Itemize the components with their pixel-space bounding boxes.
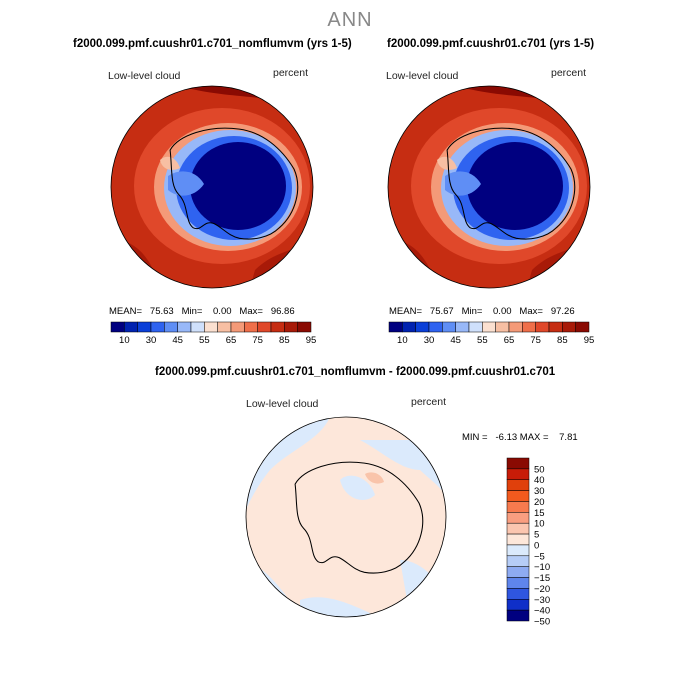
diff-colorbar-tick-label: 15 <box>534 508 545 519</box>
panel-2-colorbar-swatch <box>455 321 470 333</box>
diff-colorbar-swatch <box>506 501 530 513</box>
panel-1-colorbar-tick-label: 30 <box>146 335 157 346</box>
panel-2-colorbar-swatch <box>442 321 456 333</box>
panel-1-colorbar-swatch <box>204 321 218 333</box>
diff-colorbar-tick-label: −5 <box>534 551 545 562</box>
panel-1-colorbar-tick-label: 55 <box>199 335 210 346</box>
panel-2-colorbar-swatch <box>495 321 510 333</box>
panel-1-colorbar-tick-label: 45 <box>172 335 183 346</box>
diff-colorbar-tick-label: 20 <box>534 497 545 508</box>
panel-1-colorbar-swatch <box>124 321 138 333</box>
diff-colorbar-tick-label: −50 <box>534 617 550 628</box>
panel-1-colorbar-swatch <box>164 321 178 333</box>
panel-2-map <box>387 85 591 289</box>
panel-2-variable: Low-level cloud <box>386 70 459 82</box>
panel-2-colorbar-tick-label: 55 <box>477 335 488 346</box>
panel-2-title: f2000.099.pmf.cuushr01.c701 (yrs 1-5) <box>387 38 595 50</box>
panel-2-units: percent <box>551 67 587 79</box>
panel-2-colorbar-tick-label: 30 <box>424 335 435 346</box>
diff-colorbar-swatch <box>506 609 530 622</box>
diff-colorbar-tick-label: −30 <box>534 595 550 606</box>
panel-1-colorbar-swatch <box>177 321 192 333</box>
diff-colorbar-tick-label: 0 <box>534 540 539 551</box>
panel-2-colorbar-swatch <box>562 321 576 333</box>
diff-colorbar-swatch <box>506 479 530 491</box>
panel-2-colorbar-swatch <box>428 321 443 333</box>
panel-1-colorbar-tick-label: 65 <box>226 335 237 346</box>
panel-2-colorbar-tick-label: 95 <box>584 335 595 346</box>
main-title: ANN <box>327 9 373 31</box>
diff-colorbar-swatch <box>506 577 530 589</box>
diff-colorbar-tick-label: 5 <box>534 530 539 541</box>
diff-colorbar-swatch <box>506 544 530 557</box>
panel-1-title: f2000.099.pmf.cuushr01.c701_nomflumvm (y… <box>73 38 352 50</box>
diff-colorbar-tick-label: −15 <box>534 573 550 584</box>
diff-colorbar-tick-label: −10 <box>534 562 550 573</box>
diff-units: percent <box>411 396 447 408</box>
panel-2-colorbar-tick-label: 75 <box>530 335 541 346</box>
diff-colorbar-tick-label: 10 <box>534 519 545 530</box>
panel-2-colorbar-swatch <box>575 321 590 333</box>
panel-1-colorbar-swatch <box>110 321 125 333</box>
panel-1-colorbar-swatch <box>137 321 152 333</box>
panel-1-stats: MEAN= 75.63 Min= 0.00 Max= 96.86 <box>109 306 295 317</box>
panel-2-colorbar-swatch <box>415 321 430 333</box>
panel-2-colorbar-tick-label: 45 <box>450 335 461 346</box>
panel-2-colorbar-swatch <box>402 321 416 333</box>
diff-map <box>245 416 447 618</box>
panel-2-colorbar-swatch <box>508 321 523 333</box>
diff-minmax: MIN = -6.13 MAX = 7.81 <box>462 432 578 443</box>
diff-colorbar-swatch <box>506 468 530 480</box>
diff-variable: Low-level cloud <box>246 398 319 410</box>
panel-2-colorbar-swatch <box>468 321 483 333</box>
panel-2-colorbar-swatch <box>535 321 550 333</box>
diff-colorbar-tick-label: 40 <box>534 475 545 486</box>
panel-1-colorbar: 10 30 45 55 65 75 85 95 <box>110 321 317 346</box>
panel-2-colorbar-swatch <box>548 321 563 333</box>
panel-1-colorbar-swatch <box>284 321 298 333</box>
diff-colorbar-swatch <box>506 599 530 611</box>
diff-colorbar-swatch <box>506 555 530 567</box>
panel-2-colorbar: 10 30 45 55 65 75 85 95 <box>388 321 595 346</box>
diff-colorbar-swatch <box>506 533 530 546</box>
diff-colorbar-tick-label: 30 <box>534 486 545 497</box>
diff-colorbar-swatch <box>506 490 530 502</box>
panel-1-colorbar-swatch <box>297 321 312 333</box>
panel-1-colorbar-swatch <box>244 321 258 333</box>
panel-1-colorbar-tick-label: 85 <box>279 335 290 346</box>
panel-2-colorbar-tick-label: 10 <box>397 335 408 346</box>
panel-1-map <box>110 85 314 289</box>
diff-colorbar-swatch <box>506 522 530 535</box>
panel-1-colorbar-swatch <box>150 321 165 333</box>
panel-1-units: percent <box>273 67 309 79</box>
panel-2-colorbar-swatch <box>482 321 496 333</box>
panel-2-colorbar-swatch <box>388 321 403 333</box>
panel-1-colorbar-swatch <box>190 321 205 333</box>
panel-1-colorbar-tick-label: 75 <box>252 335 263 346</box>
diff-colorbar-tick-label: −20 <box>534 584 550 595</box>
panel-1-variable: Low-level cloud <box>108 70 181 82</box>
panel-1-colorbar-swatch <box>257 321 272 333</box>
panel-2-stats: MEAN= 75.67 Min= 0.00 Max= 97.26 <box>389 306 575 317</box>
panel-1-colorbar-swatch <box>217 321 232 333</box>
panel-1-colorbar-tick-label: 95 <box>306 335 317 346</box>
panel-1-colorbar-tick-label: 10 <box>119 335 130 346</box>
diff-colorbar-tick-label: 50 <box>534 464 545 475</box>
panel-2-colorbar-tick-label: 65 <box>504 335 515 346</box>
diff-colorbar-swatch <box>506 588 530 600</box>
panel-1-colorbar-swatch <box>230 321 245 333</box>
panel-2-colorbar-tick-label: 85 <box>557 335 568 346</box>
panel-2-colorbar-swatch <box>522 321 536 333</box>
diff-colorbar-swatch <box>506 566 530 578</box>
diff-colorbar-tick-label: −40 <box>534 606 550 617</box>
diff-colorbar-swatch <box>506 457 530 470</box>
diff-colorbar-swatch <box>506 512 530 524</box>
diff-title: f2000.099.pmf.cuushr01.c701_nomflumvm - … <box>155 366 556 378</box>
panel-1-colorbar-swatch <box>270 321 285 333</box>
